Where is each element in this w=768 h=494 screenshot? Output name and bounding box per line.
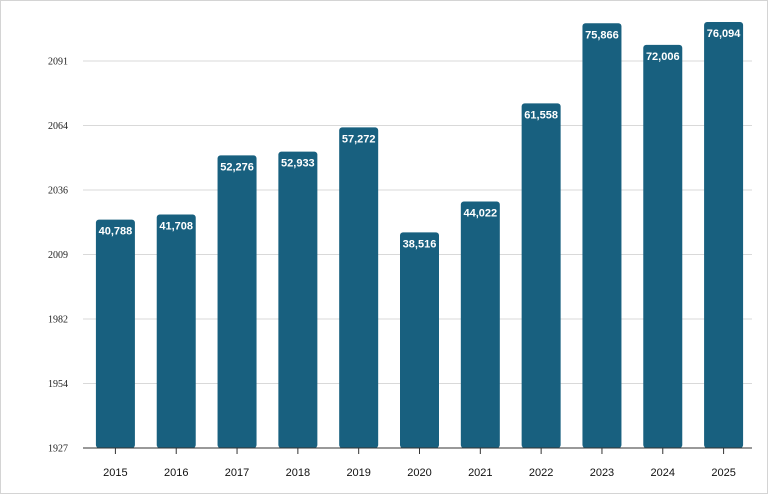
bar (400, 232, 439, 448)
bar-series: 40,788 41,708 52,276 52,933 57,272 38,516 44,0… (95, 22, 744, 449)
y-tick-label: 1927 (48, 444, 68, 455)
bar-value-label: 44,022 (463, 208, 497, 220)
bar-value-label: 75,866 (585, 29, 619, 41)
y-axis: 1927 1954 1982 2009 2036 2064 2091 (48, 57, 68, 455)
x-tick-label: 2015 (103, 467, 127, 479)
x-tick-label: 2022 (529, 467, 553, 479)
x-tick-label: 2019 (346, 467, 370, 479)
x-tick-label: 2021 (468, 467, 492, 479)
bar (156, 214, 196, 448)
bar-value-label: 72,006 (646, 51, 680, 63)
x-tick-label: 2017 (225, 467, 249, 479)
x-axis: 2015 2016 2017 2018 2019 2020 2021 2022 2023 2024… (83, 447, 752, 479)
x-tick-label: 2025 (711, 467, 735, 479)
bar-value-label: 52,276 (220, 161, 254, 173)
bar-value-label: 40,788 (99, 226, 133, 238)
y-tick-label: 1982 (48, 315, 68, 326)
y-tick-label: 2064 (48, 121, 68, 132)
y-tick-label: 2009 (48, 250, 68, 261)
x-tick-label: 2016 (164, 467, 188, 479)
bar (339, 127, 379, 448)
bar-value-label: 61,558 (524, 109, 558, 121)
x-tick-label: 2020 (407, 467, 431, 479)
bar (582, 23, 622, 448)
bar-value-label: 52,933 (281, 158, 315, 170)
bar (460, 201, 500, 448)
x-tick-label: 2018 (286, 467, 310, 479)
bar-value-label: 76,094 (707, 28, 742, 40)
bar (278, 151, 318, 448)
y-tick-label: 2091 (48, 57, 68, 68)
bar-value-label: 57,272 (342, 133, 376, 145)
bar-value-label: 38,516 (403, 238, 437, 250)
bar (521, 103, 561, 449)
bar (643, 44, 683, 448)
y-tick-label: 2036 (48, 186, 68, 197)
bar (704, 22, 744, 448)
bar-value-label: 41,708 (159, 221, 193, 233)
y-tick-label: 1954 (48, 379, 68, 390)
bar (95, 219, 135, 448)
bar (217, 155, 257, 448)
x-tick-label: 2023 (590, 467, 614, 479)
x-tick-label: 2024 (651, 467, 675, 479)
